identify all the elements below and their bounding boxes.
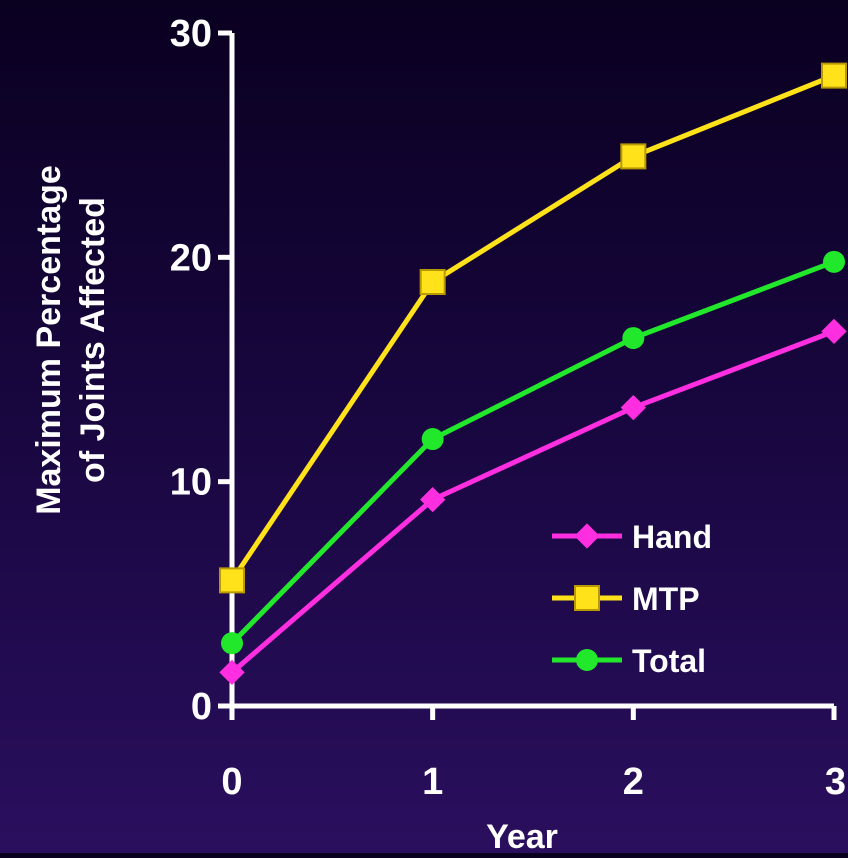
legend-label: MTP bbox=[632, 581, 700, 617]
data-point-circle bbox=[576, 649, 598, 671]
x-tick-label: 2 bbox=[623, 761, 644, 803]
legend-item-mtp: MTP bbox=[552, 581, 700, 617]
data-point-diamond bbox=[620, 394, 646, 421]
x-tick-label: 0 bbox=[221, 761, 242, 803]
data-point-diamond bbox=[574, 523, 600, 549]
data-point-square bbox=[574, 585, 600, 611]
data-point-diamond bbox=[821, 318, 847, 345]
legend-label: Hand bbox=[632, 519, 712, 555]
legend-item-total: Total bbox=[552, 643, 706, 679]
series-line bbox=[230, 259, 835, 645]
series-hand bbox=[219, 318, 847, 685]
data-point-square bbox=[219, 567, 245, 594]
y-tick-label: 0 bbox=[191, 686, 212, 728]
axes: 0 10 20 30 0 1 2 3 bbox=[170, 13, 846, 803]
x-tick-label: 3 bbox=[825, 761, 846, 803]
data-point-circle bbox=[221, 632, 243, 655]
y-tick-label: 10 bbox=[170, 462, 212, 504]
y-axis-title-line-1: Maximum Percentage bbox=[30, 165, 68, 515]
series-total bbox=[221, 250, 845, 655]
legend-item-hand: Hand bbox=[552, 519, 712, 555]
data-point-circle bbox=[823, 250, 845, 273]
data-point-diamond bbox=[420, 486, 446, 513]
data-point-circle bbox=[421, 428, 444, 451]
data-point-square bbox=[620, 143, 647, 170]
data-point-diamond bbox=[219, 659, 245, 685]
y-axis-title: Maximum Percentage of Joints Affected bbox=[30, 165, 112, 515]
y-axis-title-line-2: of Joints Affected bbox=[74, 197, 112, 483]
legend: Hand MTP Total bbox=[552, 519, 712, 679]
x-tick-label: 1 bbox=[422, 761, 443, 803]
y-tick-label: 30 bbox=[170, 13, 212, 55]
series-line bbox=[229, 73, 835, 582]
legend-label: Total bbox=[632, 643, 706, 679]
x-axis-title: Year bbox=[486, 818, 558, 853]
series-line bbox=[230, 329, 835, 675]
data-point-square bbox=[419, 269, 446, 296]
series-mtp bbox=[219, 62, 847, 594]
series-layer bbox=[219, 62, 847, 685]
data-point-square bbox=[821, 62, 847, 89]
y-tick-label: 20 bbox=[170, 237, 212, 279]
data-point-circle bbox=[622, 327, 645, 350]
